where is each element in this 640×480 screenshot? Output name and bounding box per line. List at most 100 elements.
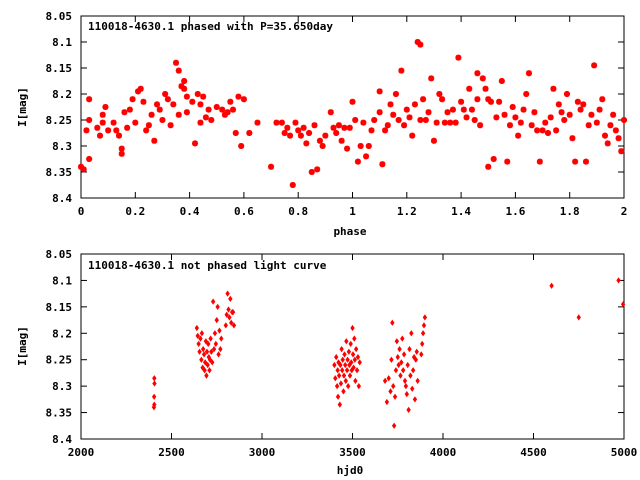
phased-data-point — [447, 119, 454, 126]
phased-y-tick-label: 8.25 — [46, 114, 73, 127]
phased-data-point — [411, 101, 418, 108]
unphased-data-point — [414, 348, 419, 355]
unphased-data-point — [354, 367, 360, 374]
unphased-x-tick-label: 2500 — [158, 446, 185, 459]
phased-x-ticks: 0 0.2 0.4 0.6 0.8 1 1.2 1.4 1.6 1.8 2 — [78, 16, 627, 218]
phased-data-point — [441, 119, 448, 126]
phased-data-point — [365, 143, 372, 149]
phased-data-point — [173, 59, 180, 66]
unphased-x-tick-label: 4000 — [430, 446, 457, 459]
unphased-data-point — [152, 380, 157, 387]
unphased-data-point — [400, 335, 405, 342]
phased-data-point — [192, 140, 199, 147]
phased-data-point — [219, 106, 226, 113]
unphased-data-point — [231, 322, 237, 329]
unphased-data-point — [399, 359, 404, 366]
unphased-y-ticks: 8.05 8.1 8.15 8.2 8.25 8.3 8.35 8.4 — [46, 248, 624, 446]
phased-data-point — [83, 127, 90, 134]
unphased-data-point — [388, 388, 393, 395]
phased-data-point — [474, 70, 481, 77]
unphased-data-point — [211, 346, 217, 353]
phased-data-point — [327, 109, 334, 116]
phased-data-point — [398, 67, 405, 74]
unphased-data-point — [202, 359, 208, 366]
phased-data-point — [357, 143, 364, 149]
phased-data-point — [78, 163, 84, 170]
phased-data-point — [154, 101, 161, 108]
phased-data-point — [569, 135, 576, 142]
phased-data-point — [452, 119, 459, 126]
unphased-data-point — [344, 338, 349, 345]
phased-data-point — [417, 117, 424, 123]
phased-data-point — [501, 111, 508, 118]
unphased-data-point — [382, 377, 388, 384]
phased-data-point — [124, 124, 131, 131]
unphased-data-point — [334, 353, 339, 361]
phased-data-point — [458, 98, 465, 105]
phased-data-point — [593, 119, 600, 126]
unphased-data-point — [338, 361, 343, 369]
phased-data-point — [360, 119, 367, 126]
phased-y-tick-label: 8.05 — [46, 10, 73, 23]
phased-data-point — [523, 91, 530, 97]
phased-data-point — [156, 106, 163, 113]
phased-data-point — [86, 156, 93, 162]
phased-data-point — [553, 127, 560, 134]
unphased-data-point — [350, 351, 356, 358]
unphased-data-point — [218, 346, 223, 353]
unphased-data-point — [337, 401, 343, 408]
phased-x-tick-label: 1.2 — [397, 205, 417, 218]
phased-data-point — [409, 132, 416, 139]
unphased-data-point — [205, 361, 210, 369]
unphased-y-tick-label: 8.3 — [52, 380, 72, 393]
unphased-data-point — [616, 277, 621, 284]
phased-x-tick-label: 1.8 — [560, 205, 580, 218]
phased-data-point — [254, 119, 261, 126]
unphased-x-ticks: 2000 2500 3000 3500 4000 4500 5000 — [68, 254, 637, 459]
phased-data-point — [227, 98, 234, 105]
unphased-data-point — [352, 335, 357, 342]
phased-data-point — [493, 114, 500, 121]
phased-data-point — [433, 119, 440, 126]
phased-data-point — [99, 111, 106, 118]
phased-data-point — [80, 166, 87, 173]
phased-data-point — [371, 117, 378, 123]
phased-data-point — [116, 132, 123, 139]
phased-data-point — [238, 143, 245, 149]
phased-data-point — [273, 119, 280, 126]
phased-data-point — [322, 132, 329, 139]
phased-data-point — [531, 109, 538, 116]
phased-data-point — [615, 135, 622, 142]
phased-data-point — [143, 127, 150, 134]
unphased-data-point — [213, 340, 219, 347]
unphased-data-point — [405, 361, 410, 369]
unphased-data-point — [392, 393, 398, 400]
phased-data-point — [284, 124, 291, 131]
phased-data-point — [384, 122, 391, 129]
phased-data-point — [126, 106, 133, 113]
unphased-data-point — [208, 335, 213, 342]
unphased-data-point — [229, 319, 234, 326]
unphased-chart: 110018-4630.1 not phased light curve 8.0… — [16, 248, 637, 477]
phased-data-point — [599, 96, 606, 103]
phased-data-point — [235, 93, 242, 100]
phased-data-point — [178, 83, 185, 90]
unphased-data-point — [209, 348, 214, 355]
phased-data-point — [563, 91, 570, 97]
phased-data-point — [455, 54, 462, 61]
phased-data-point — [308, 169, 315, 175]
phased-data-point — [159, 117, 166, 123]
phased-data-point — [466, 85, 473, 92]
phased-data-point — [118, 150, 125, 157]
phased-data-point — [86, 117, 93, 123]
unphased-data-point — [353, 377, 358, 384]
unphased-data-point — [356, 383, 362, 390]
phased-data-point — [460, 106, 467, 113]
unphased-data-point — [225, 290, 230, 297]
unphased-data-point — [398, 372, 403, 379]
phased-data-point — [528, 122, 535, 129]
phased-data-point — [341, 124, 348, 131]
unphased-data-point — [333, 375, 338, 382]
phased-data-point — [439, 96, 446, 103]
phased-data-point — [189, 98, 196, 105]
